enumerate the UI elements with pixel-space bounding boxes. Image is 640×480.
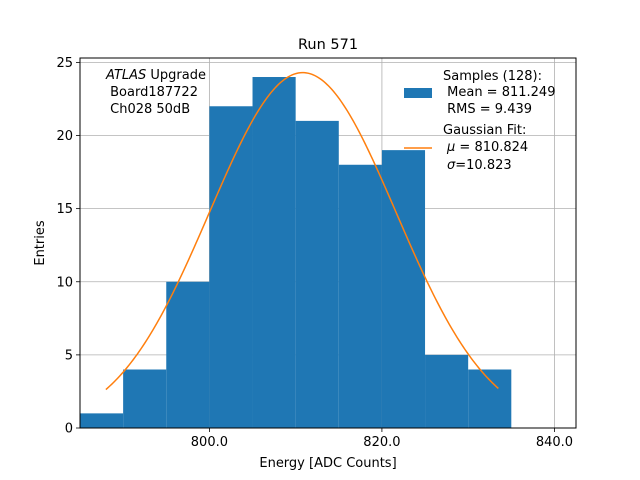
y-tick-label-2: 10 bbox=[56, 275, 73, 290]
legend-samples-title: Samples (128): bbox=[443, 69, 542, 84]
histogram-bar-3 bbox=[209, 106, 253, 429]
legend-samples-rms: RMS = 9.439 bbox=[443, 102, 532, 117]
histogram-bar-9 bbox=[468, 369, 512, 428]
chart-title: Run 571 bbox=[298, 37, 358, 53]
y-axis-label: Entries bbox=[33, 220, 48, 266]
gaussian-fit-curve bbox=[105, 71, 499, 391]
y-axis-ticks: 0 5 10 15 20 25 bbox=[56, 56, 80, 437]
plot-frame bbox=[79, 57, 577, 429]
histogram-bar-0 bbox=[80, 413, 124, 428]
x-tick-label-1: 820.0 bbox=[363, 435, 400, 450]
histogram-bar-7 bbox=[381, 150, 426, 428]
histogram-bar-6 bbox=[338, 164, 382, 428]
x-tick-label-0: 800.0 bbox=[191, 435, 228, 450]
annotation-line-3: Ch028 50dB bbox=[106, 102, 190, 117]
annotation-line-2: Board187722 bbox=[106, 85, 198, 100]
legend-fit-sigma: σ=10.823 bbox=[447, 158, 512, 173]
x-tick-label-2: 840.0 bbox=[536, 435, 573, 450]
x-axis-label: Energy [ADC Counts] bbox=[259, 456, 396, 471]
y-tick-label-3: 15 bbox=[56, 202, 73, 217]
annotation-box: ATLAS Upgrade Board187722 Ch028 50dB bbox=[105, 68, 206, 117]
legend-sigma-symbol: σ bbox=[447, 158, 456, 173]
y-tick-label-5: 25 bbox=[56, 56, 73, 71]
histogram-bar-5 bbox=[295, 120, 339, 428]
y-tick-label-1: 5 bbox=[65, 348, 73, 363]
x-axis-ticks: 800.0 820.0 840.0 bbox=[191, 428, 573, 450]
legend-fit-mu: μ = 810.824 bbox=[446, 140, 528, 155]
legend-samples-mean: Mean = 811.249 bbox=[443, 85, 555, 100]
y-tick-label-0: 0 bbox=[65, 422, 73, 437]
legend: Samples (128): Mean = 811.249 RMS = 9.43… bbox=[404, 69, 555, 173]
legend-sigma-value: =10.823 bbox=[455, 158, 511, 173]
annotation-upgrade: Upgrade bbox=[146, 68, 206, 83]
annotation-line-1: ATLAS Upgrade bbox=[105, 68, 206, 83]
histogram-bar-8 bbox=[425, 354, 469, 428]
histogram-bar-1 bbox=[123, 369, 167, 428]
legend-fit-title: Gaussian Fit: bbox=[443, 123, 526, 138]
legend-mu-symbol: μ bbox=[446, 140, 455, 155]
y-tick-label-4: 20 bbox=[56, 129, 73, 144]
legend-mu-value: = 810.824 bbox=[455, 140, 528, 155]
annotation-atlas: ATLAS bbox=[105, 68, 146, 83]
histogram-bar-4 bbox=[252, 77, 296, 429]
histogram-bar-2 bbox=[166, 281, 210, 428]
legend-samples-swatch bbox=[404, 88, 432, 98]
